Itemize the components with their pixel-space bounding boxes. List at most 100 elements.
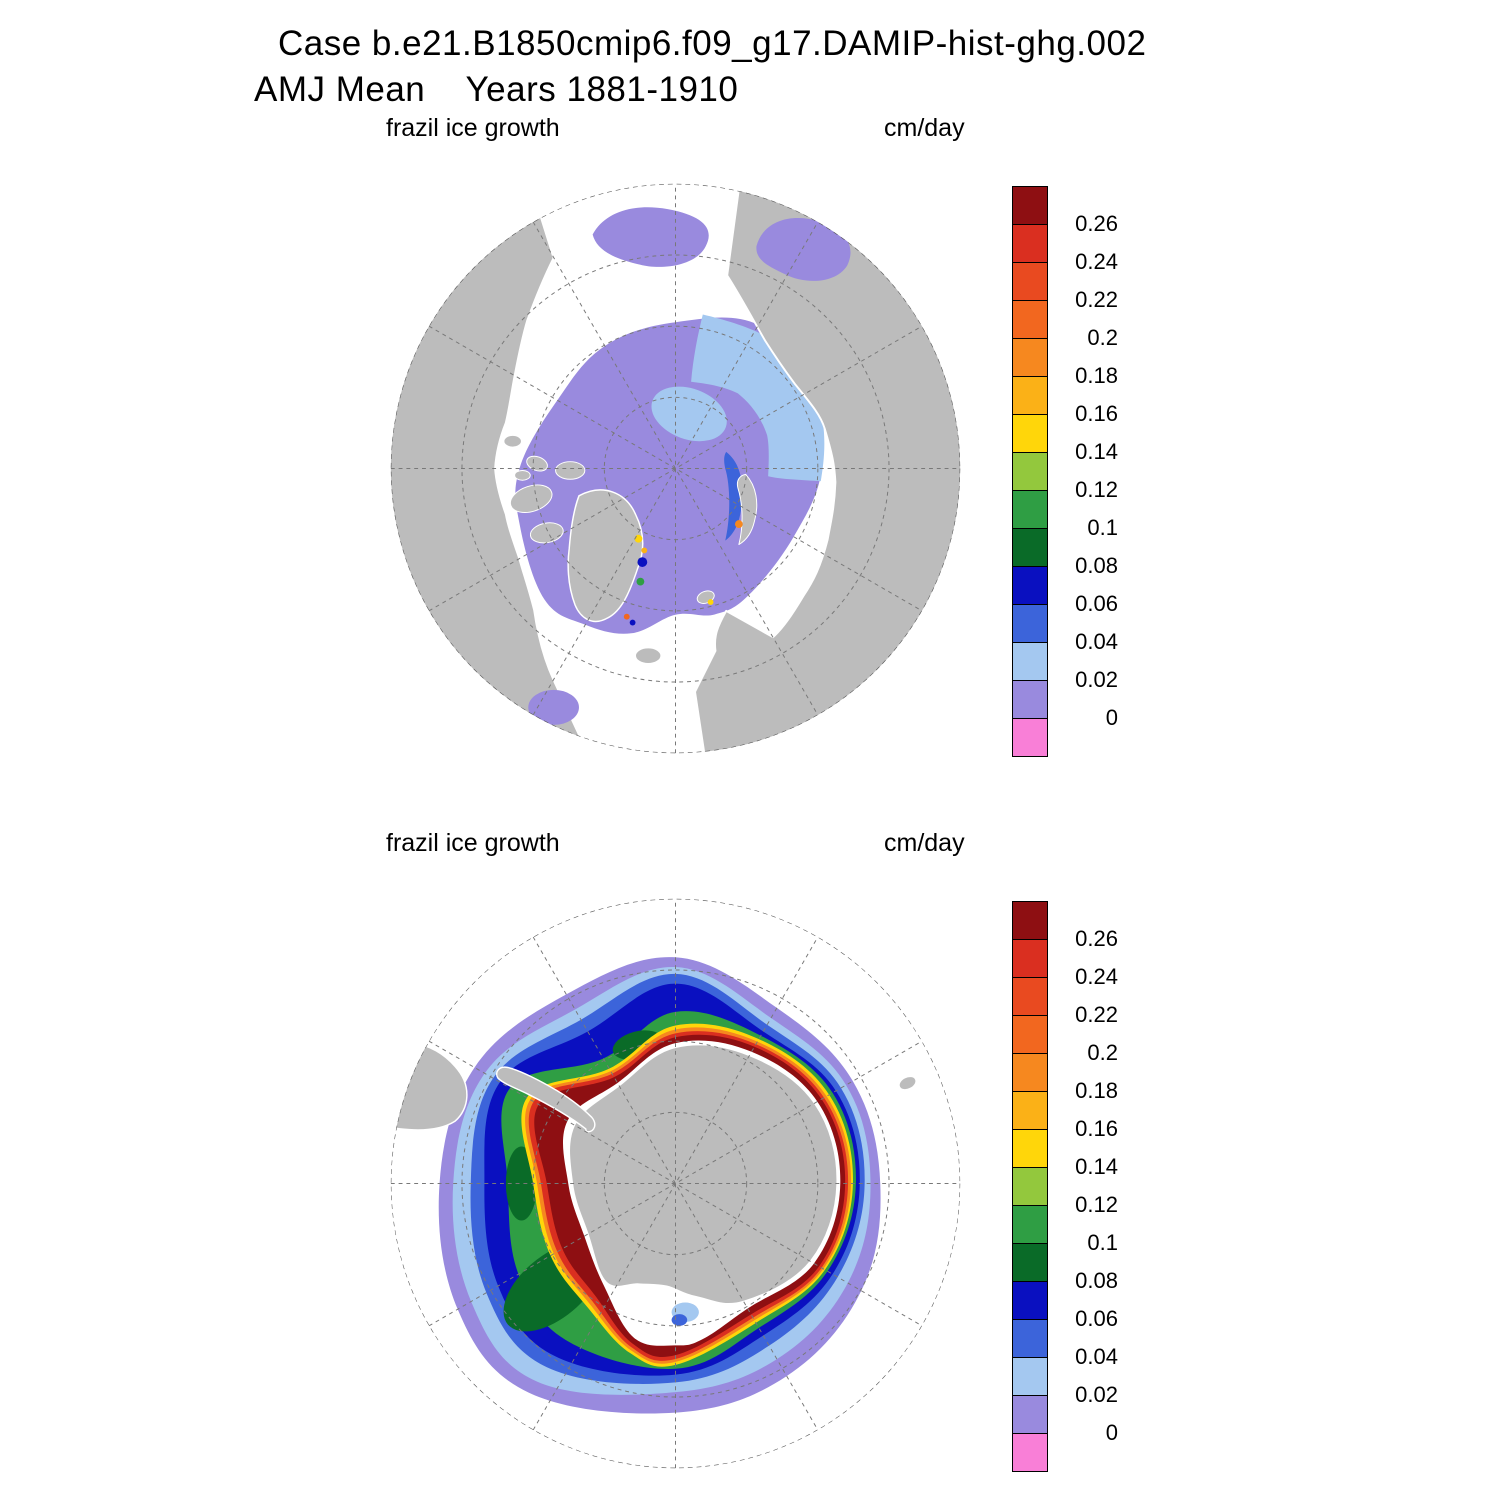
colorbar-tick: 0.18: [1075, 1078, 1118, 1103]
colorbar-north: 0.26 0.24 0.22 0.2 0.18 0.16 0.14 0.12 0.1 0.08 0.…: [1012, 186, 1118, 757]
colorbar-tick-labels: 0.26 0.24 0.22 0.2 0.18 0.16 0.14 0.12 0.1 0.08 0.…: [1058, 186, 1118, 757]
colorbar-cell-v016: [1012, 1091, 1048, 1130]
colorbar-tick: 0.1: [1087, 1230, 1118, 1255]
colorbar-tick: 0.24: [1075, 964, 1118, 989]
frazil-0.04-0.06-novaya-zemlya-lee: [724, 451, 743, 541]
colorbar-tick: 0.16: [1075, 1116, 1118, 1141]
frazil-0.02-0.04-siberian-side: [691, 314, 825, 482]
colorbar-cell-below: [1012, 718, 1048, 757]
colorbar-cell-v000: [1012, 680, 1048, 719]
land-iceland: [635, 647, 662, 664]
land-small-island: [898, 1076, 917, 1091]
colorbar-cell-v000: [1012, 1395, 1048, 1434]
colorbar-tick: 0.2: [1087, 1040, 1118, 1065]
colorbar-cell-v024: [1012, 224, 1048, 263]
land-canadian-archipelago-island: [529, 522, 564, 544]
colorbar-tick: 0.12: [1075, 477, 1118, 502]
colorbar-cell-v010: [1012, 490, 1048, 529]
colorbar-tick: 0.26: [1075, 926, 1118, 951]
colorbar-cell-v008: [1012, 1243, 1048, 1282]
colorbar-cell-v006: [1012, 1281, 1048, 1320]
colorbar-cell-v004: [1012, 1319, 1048, 1358]
colorbar-tick: 0.26: [1075, 211, 1118, 236]
map-south-polar: [390, 898, 961, 1469]
figure-title-period: AMJ Mean Years 1881-1910: [254, 70, 739, 109]
colorbar-tick: 0: [1105, 705, 1118, 730]
frazil-spot-east-greenland: [641, 547, 648, 554]
colorbar-cell-v018: [1012, 338, 1048, 377]
colorbar-cell-v008: [1012, 528, 1048, 567]
colorbar-tick: 0.08: [1075, 553, 1118, 578]
colorbar-tick: 0.02: [1075, 1382, 1118, 1407]
graticule: [390, 898, 961, 1469]
colorbar-cell-v014: [1012, 1129, 1048, 1168]
land-greenland: [567, 489, 644, 623]
colorbar-tick: 0.14: [1075, 439, 1118, 464]
frazil-0-0.02-hudson-bay: [528, 689, 579, 725]
colorbar-cell-v020: [1012, 300, 1048, 339]
map-data-layers: [390, 898, 961, 1469]
colorbar-cells: [1012, 901, 1048, 1472]
colorbar-cell-v022: [1012, 262, 1048, 301]
land-canadian-archipelago-island: [526, 455, 548, 472]
figure-title-case: Case b.e21.B1850cmip6.f09_g17.DAMIP-hist…: [278, 24, 1147, 63]
colorbar-tick: 0.2: [1087, 325, 1118, 350]
colorbar-tick: 0.1: [1087, 515, 1118, 540]
colorbar-tick: 0.06: [1075, 591, 1118, 616]
colorbar-cell-v006: [1012, 566, 1048, 605]
colorbar-cell-v018: [1012, 1053, 1048, 1092]
colorbar-tick: 0.12: [1075, 1192, 1118, 1217]
colorbar-cell-v010: [1012, 1205, 1048, 1244]
frazil-spot-east-greenland: [634, 534, 643, 543]
colorbar-tick: 0.08: [1075, 1268, 1118, 1293]
colorbar-cell-v012: [1012, 1167, 1048, 1206]
colorbar-tick: 0: [1105, 1420, 1118, 1445]
colorbar-tick: 0.18: [1075, 363, 1118, 388]
colorbar-cell-v002: [1012, 1357, 1048, 1396]
colorbar-tick: 0.02: [1075, 667, 1118, 692]
latitude-circle: [461, 254, 890, 683]
colorbar-south: 0.26 0.24 0.22 0.2 0.18 0.16 0.14 0.12 0.1 0.08 0.…: [1012, 901, 1118, 1472]
land-canadian-archipelago-island: [514, 469, 531, 481]
north-units-label: cm/day: [884, 114, 965, 142]
longitude-line: [532, 936, 819, 1431]
frazil-spot-svalbard: [707, 599, 714, 605]
colorbar-cell-below: [1012, 1433, 1048, 1472]
frazil-spot-novaya-zemlya: [734, 520, 743, 528]
colorbar-cell-v020: [1012, 1015, 1048, 1054]
colorbar-tick: 0.16: [1075, 401, 1118, 426]
colorbar-cell-v016: [1012, 376, 1048, 415]
colorbar-cell-v012: [1012, 452, 1048, 491]
colorbar-tick: 0.14: [1075, 1154, 1118, 1179]
colorbar-tick: 0.22: [1075, 287, 1118, 312]
land-antarctica: [568, 1043, 839, 1305]
colorbar-cell-v024: [1012, 939, 1048, 978]
land-canadian-archipelago-island: [555, 461, 586, 480]
colorbar-tick: 0.06: [1075, 1306, 1118, 1331]
colorbar-cell-v014: [1012, 414, 1048, 453]
colorbar-cell-v002: [1012, 642, 1048, 681]
frazil-0.02-0.04-near-pole: [651, 386, 727, 442]
frazil-0.08-0.1-west-patch: [505, 1146, 538, 1221]
south-variable-label: frazil ice growth: [386, 829, 560, 857]
frazil-0.04-0.06-ross-notch-tongue: [671, 1314, 688, 1326]
colorbar-tick: 0.24: [1075, 249, 1118, 274]
colorbar-tick: 0.22: [1075, 1002, 1118, 1027]
colorbar-tick: 0.04: [1075, 1344, 1118, 1369]
colorbar-tick: 0.04: [1075, 629, 1118, 654]
frazil-spot-east-greenland: [636, 577, 645, 586]
latitude-circle: [461, 969, 890, 1398]
colorbar-cell-v026: [1012, 901, 1048, 940]
map-north-polar: [390, 183, 961, 754]
south-units-label: cm/day: [884, 829, 965, 857]
frazil-spot-south-greenland: [623, 613, 630, 620]
colorbar-cells: [1012, 186, 1048, 757]
frazil-0-0.02-sea-of-okhotsk: [756, 217, 851, 281]
frazil-spot-south-greenland: [629, 619, 636, 626]
colorbar-tick-labels: 0.26 0.24 0.22 0.2 0.18 0.16 0.14 0.12 0.1 0.08 0.…: [1058, 901, 1118, 1472]
colorbar-cell-v022: [1012, 977, 1048, 1016]
longitude-line: [532, 221, 819, 716]
colorbar-cell-v004: [1012, 604, 1048, 643]
land-canadian-archipelago-island: [503, 434, 522, 448]
